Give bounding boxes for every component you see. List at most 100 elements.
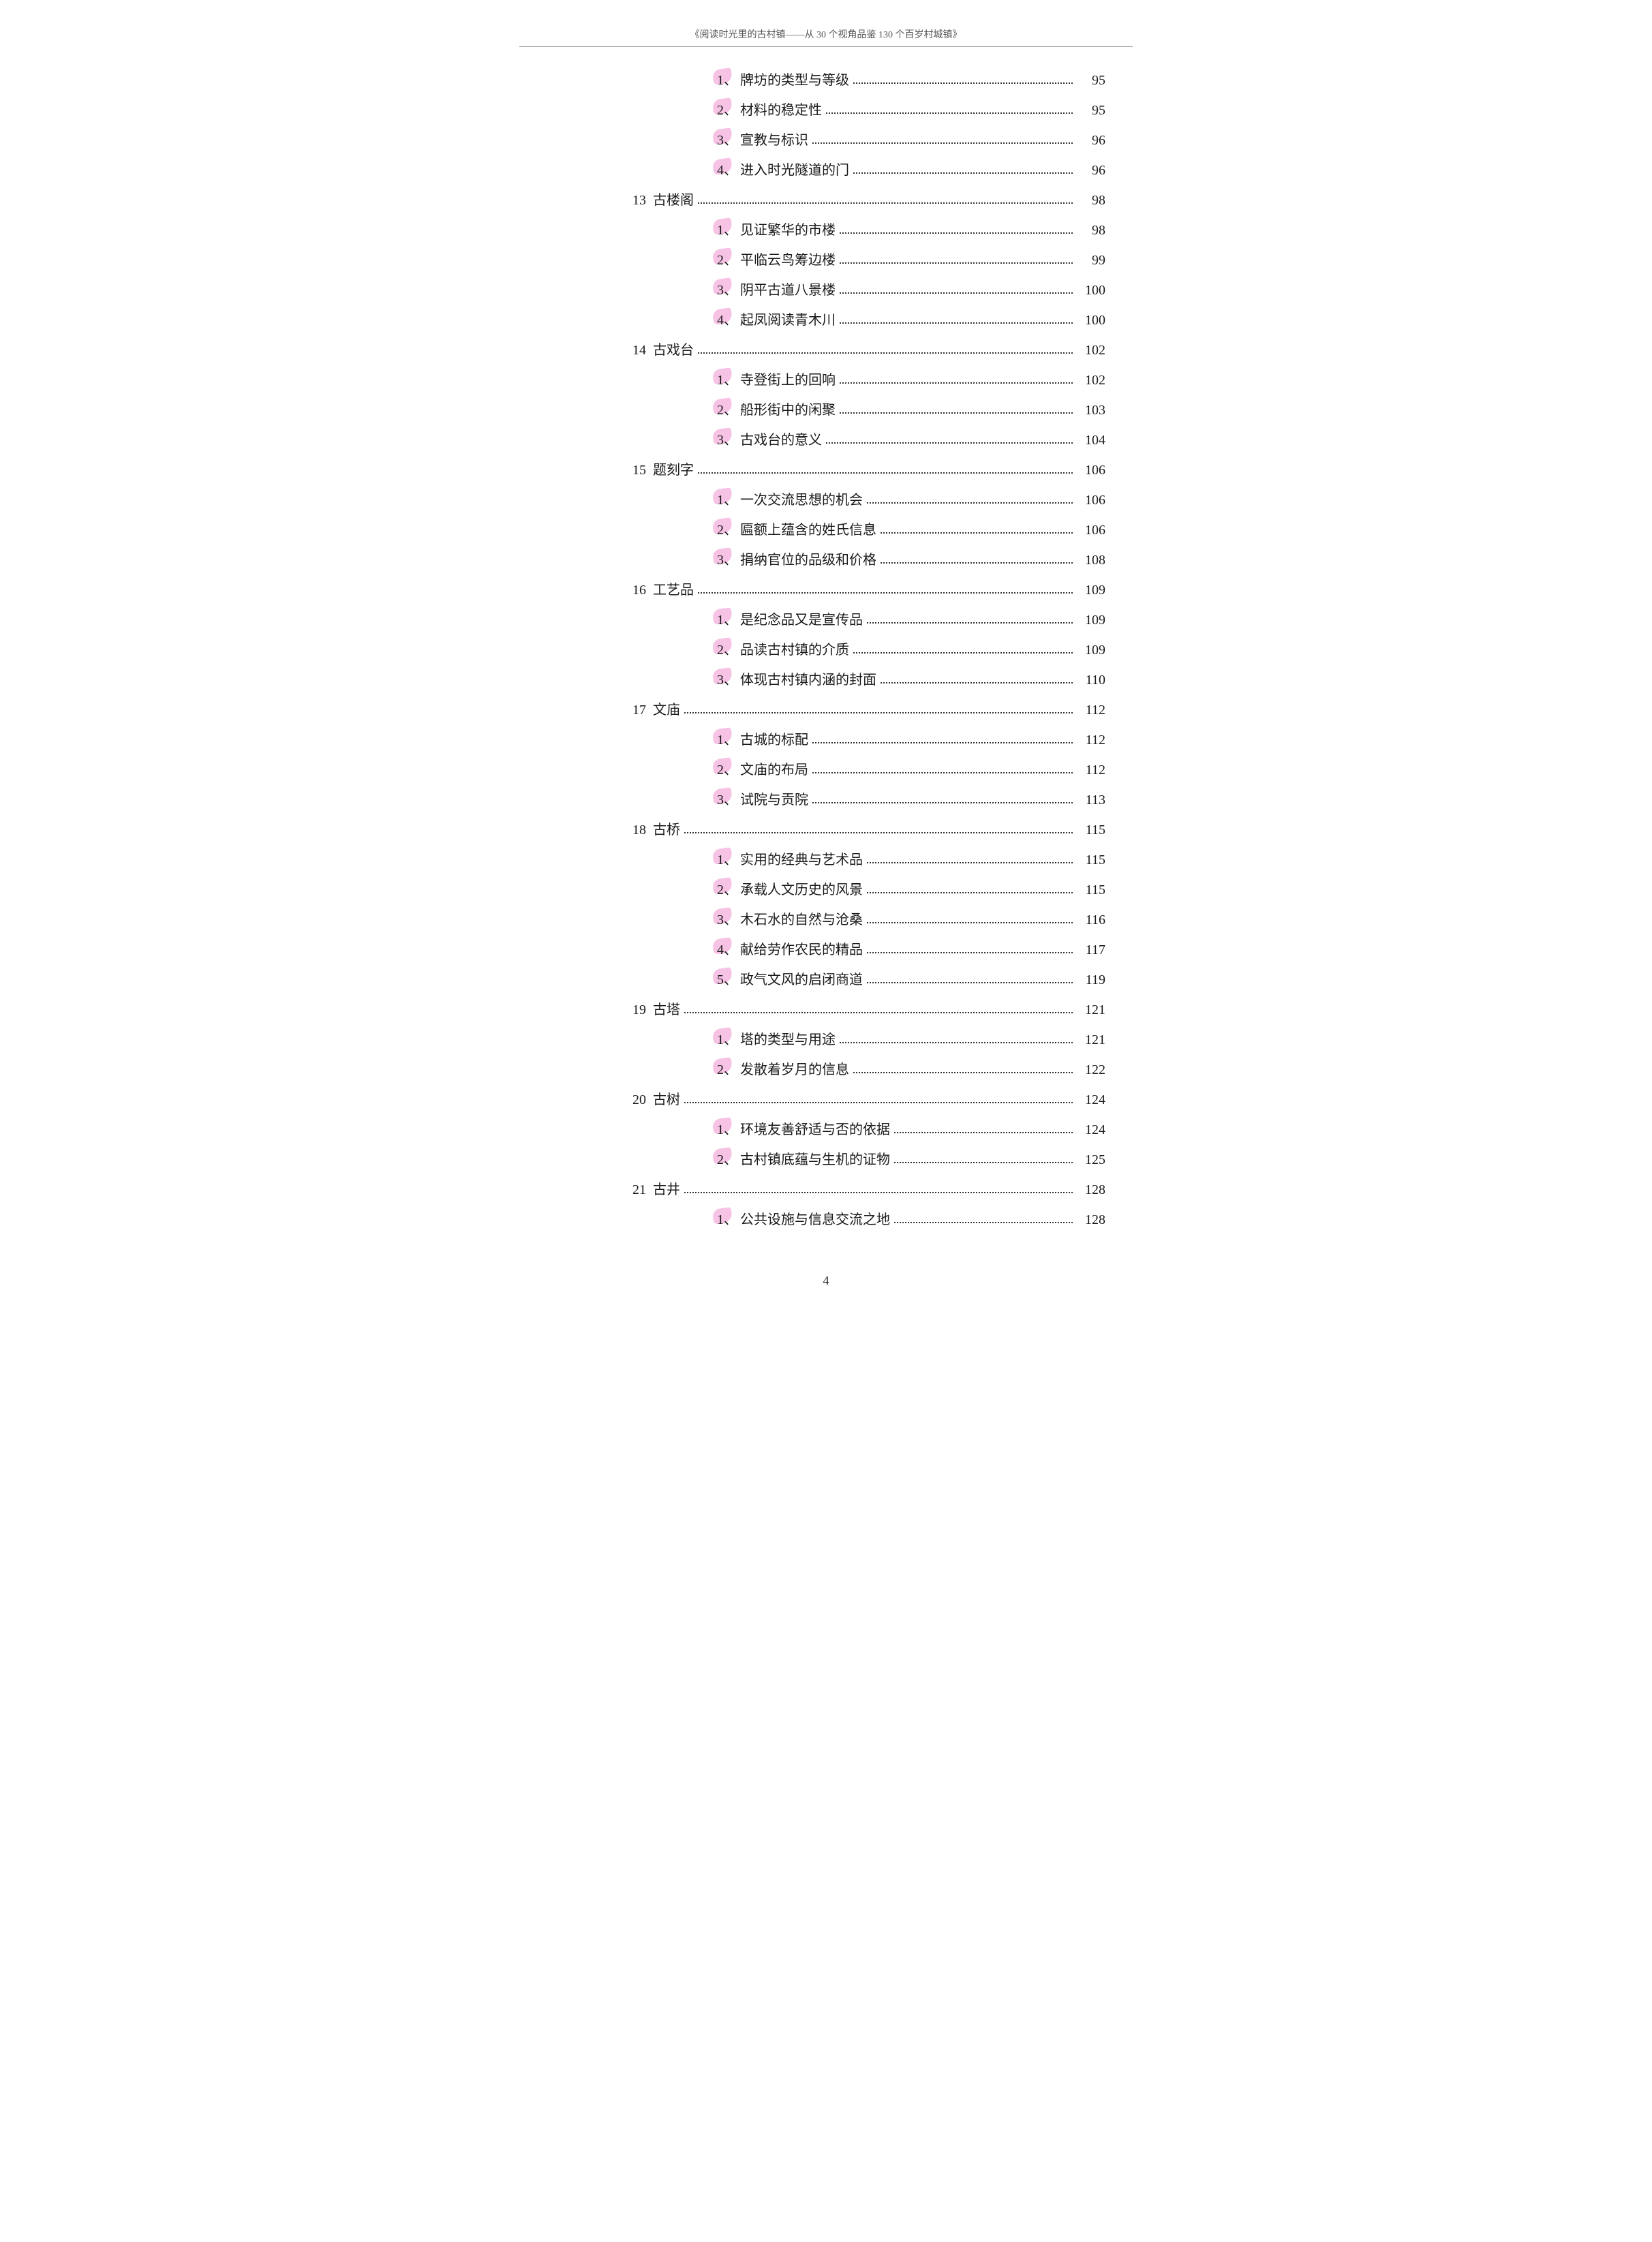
page-ref: 115 xyxy=(1077,817,1105,843)
sub-number: 5 xyxy=(717,967,740,993)
page-ref: 124 xyxy=(1077,1117,1105,1143)
sub-number: 3 xyxy=(717,547,740,573)
sub-number: 2 xyxy=(717,397,740,423)
sub-number: 2 xyxy=(717,757,740,783)
leader-dots xyxy=(840,322,1073,324)
toc-sub-row: 1实用的经典与艺术品115 xyxy=(615,847,1105,873)
sub-title: 环境友善舒适与否的依据 xyxy=(740,1117,890,1143)
toc-sub-row: 3试院与贡院113 xyxy=(615,787,1105,813)
toc-sub-row: 2船形街中的闲聚103 xyxy=(615,397,1105,423)
page-ref: 103 xyxy=(1077,397,1105,423)
toc-section-row: 16工艺品109 xyxy=(615,577,1105,603)
sub-title: 实用的经典与艺术品 xyxy=(740,847,863,873)
toc-sub-row: 4献给劳作农民的精品117 xyxy=(615,937,1105,963)
leader-dots xyxy=(826,442,1073,444)
page-ref: 108 xyxy=(1077,547,1105,573)
leader-dots xyxy=(853,651,1073,654)
toc-sub-row: 1寺登街上的回响102 xyxy=(615,367,1105,393)
toc-sub-row: 1是纪念品又是宣传品109 xyxy=(615,607,1105,633)
sub-title: 捐纳官位的品级和价格 xyxy=(740,547,876,573)
page-ref: 96 xyxy=(1077,127,1105,153)
page-ref: 109 xyxy=(1077,577,1105,603)
leader-dots xyxy=(698,472,1073,474)
sub-number: 1 xyxy=(717,607,740,633)
sub-title: 见证繁华的市楼 xyxy=(740,217,836,243)
section-number: 15 xyxy=(615,457,653,483)
sub-title: 木石水的自然与沧桑 xyxy=(740,907,863,933)
leader-dots xyxy=(881,532,1073,534)
toc-sub-row: 1一次交流思想的机会 106 xyxy=(615,487,1105,513)
leader-dots xyxy=(812,741,1073,743)
sub-title: 政气文风的启闭商道 xyxy=(740,967,863,993)
leader-dots xyxy=(867,502,1073,504)
toc-sub-row: 5政气文风的启闭商道119 xyxy=(615,967,1105,993)
section-number: 13 xyxy=(615,187,653,213)
sub-title: 材料的稳定性 xyxy=(740,97,822,123)
leader-dots xyxy=(684,1191,1073,1193)
sub-number: 1 xyxy=(717,487,740,513)
sub-title: 古村镇底蕴与生机的证物 xyxy=(740,1147,890,1173)
sub-number: 1 xyxy=(717,367,740,393)
sub-number: 1 xyxy=(717,67,740,93)
toc-sub-row: 2品读古村镇的介质109 xyxy=(615,637,1105,663)
toc-sub-row: 2材料的稳定性 95 xyxy=(615,97,1105,123)
section-title: 文庙 xyxy=(653,697,680,723)
section-number: 14 xyxy=(615,337,653,363)
section-title: 古楼阁 xyxy=(653,187,694,213)
page-ref: 106 xyxy=(1077,487,1105,513)
toc-section-row: 17文庙112 xyxy=(615,697,1105,723)
leader-dots xyxy=(853,172,1073,174)
leader-dots xyxy=(840,412,1073,414)
leader-dots xyxy=(867,921,1073,923)
sub-title: 阴平古道八景楼 xyxy=(740,277,836,303)
sub-number: 1 xyxy=(717,727,740,753)
toc-section-row: 13古楼阁98 xyxy=(615,187,1105,213)
toc-sub-row: 3木石水的自然与沧桑116 xyxy=(615,907,1105,933)
sub-number: 1 xyxy=(717,1207,740,1233)
leader-dots xyxy=(826,112,1073,114)
page-ref: 100 xyxy=(1077,307,1105,333)
sub-number: 1 xyxy=(717,217,740,243)
section-title: 古戏台 xyxy=(653,337,694,363)
page-number-value: 4 xyxy=(823,1274,829,1287)
sub-title: 寺登街上的回响 xyxy=(740,367,836,393)
page-ref: 121 xyxy=(1077,1027,1105,1053)
sub-number: 3 xyxy=(717,127,740,153)
leader-dots xyxy=(840,262,1073,264)
toc-section-row: 14古戏台102 xyxy=(615,337,1105,363)
sub-title: 塔的类型与用途 xyxy=(740,1027,836,1053)
sub-title: 文庙的布局 xyxy=(740,757,808,783)
sub-number: 1 xyxy=(717,1027,740,1053)
sub-number: 3 xyxy=(717,277,740,303)
page-ref: 109 xyxy=(1077,607,1105,633)
leader-dots xyxy=(853,1071,1073,1073)
sub-title: 发散着岁月的信息 xyxy=(740,1057,849,1083)
sub-title: 匾额上蕴含的姓氏信息 xyxy=(740,517,876,543)
sub-number: 2 xyxy=(717,97,740,123)
leader-dots xyxy=(684,1101,1073,1103)
toc-sub-row: 1塔的类型与用途 121 xyxy=(615,1027,1105,1053)
leader-dots xyxy=(867,981,1073,983)
toc-sub-row: 2匾额上蕴含的姓氏信息106 xyxy=(615,517,1105,543)
toc-sub-row: 3捐纳官位的品级和价格 108 xyxy=(615,547,1105,573)
page-ref: 128 xyxy=(1077,1177,1105,1203)
sub-number: 3 xyxy=(717,427,740,453)
section-number: 17 xyxy=(615,697,653,723)
leader-dots xyxy=(867,891,1073,893)
page-ref: 106 xyxy=(1077,457,1105,483)
page-ref: 95 xyxy=(1077,97,1105,123)
page-ref: 112 xyxy=(1077,757,1105,783)
sub-number: 4 xyxy=(717,307,740,333)
sub-title: 古城的标配 xyxy=(740,727,808,753)
sub-number: 4 xyxy=(717,937,740,963)
toc-sub-row: 1环境友善舒适与否的依据124 xyxy=(615,1117,1105,1143)
page-ref: 115 xyxy=(1077,847,1105,873)
toc-section-row: 20古树124 xyxy=(615,1087,1105,1113)
toc-sub-row: 2发散着岁月的信息122 xyxy=(615,1057,1105,1083)
sub-title: 一次交流思想的机会 xyxy=(740,487,863,513)
page-ref: 112 xyxy=(1077,727,1105,753)
leader-dots xyxy=(698,202,1073,204)
book-header: 《阅读时光里的古村镇——从 30 个视角品鉴 130 个百岁村城镇》 xyxy=(519,27,1133,47)
page-ref: 124 xyxy=(1077,1087,1105,1113)
page-ref: 115 xyxy=(1077,877,1105,903)
